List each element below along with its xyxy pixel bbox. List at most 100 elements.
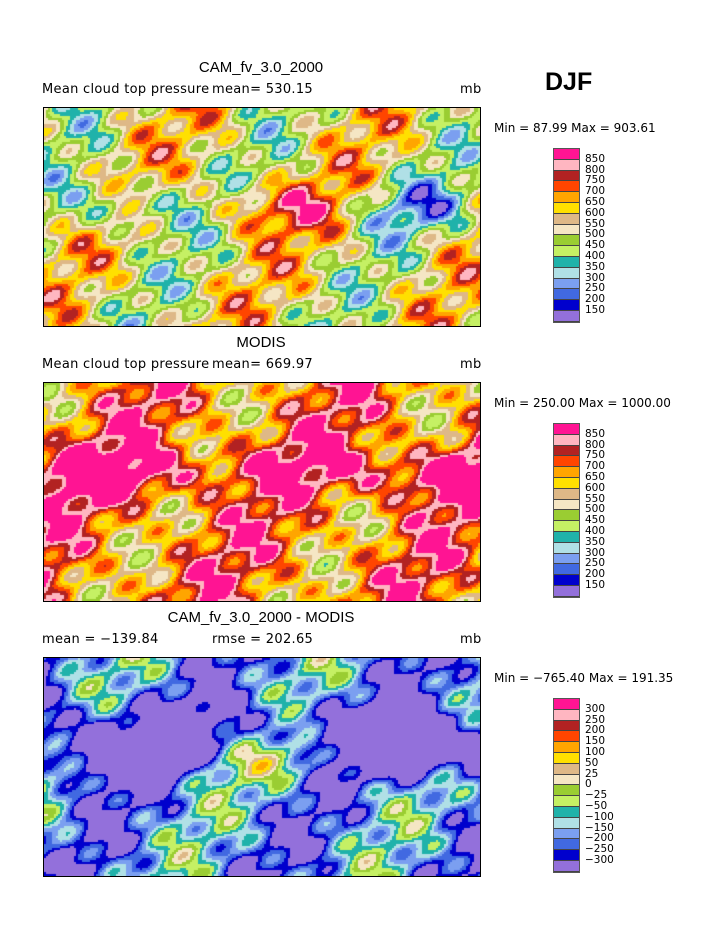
legend-level-label: −100 [585, 810, 614, 823]
legend-swatch [554, 510, 579, 522]
legend-swatch [554, 467, 579, 478]
legend-swatch [554, 434, 579, 446]
legend-swatch [554, 763, 579, 775]
legend-level-label: 450 [585, 239, 606, 252]
legend-level-label: 600 [585, 206, 606, 219]
legend-swatch [554, 477, 579, 489]
legend-swatch [554, 731, 579, 743]
legend-swatch [554, 213, 579, 225]
legend-swatch [554, 839, 579, 851]
legend-level-label: 800 [585, 438, 606, 451]
legend-swatch [554, 278, 579, 290]
legend-level-label: 750 [585, 174, 606, 187]
legend-level-label: 850 [585, 152, 606, 165]
legend-level-label: 300 [585, 271, 606, 284]
legend-level-label: 400 [585, 250, 606, 262]
legend-swatch [554, 752, 579, 764]
color-legend [553, 423, 580, 598]
legend-level-label: 750 [585, 449, 606, 462]
legend-level-label: 50 [585, 756, 599, 769]
legend-level-label: 700 [585, 460, 606, 473]
legend-swatch [554, 456, 579, 468]
color-legend [553, 148, 580, 323]
legend-swatch [554, 224, 579, 236]
min-max-label: Min = 87.99 Max = 903.61 [494, 121, 656, 135]
panel-left-label: Mean cloud top pressure [42, 82, 210, 97]
legend-swatch [554, 817, 579, 829]
legend-swatch [554, 170, 579, 182]
legend-swatch [554, 796, 579, 807]
legend-level-label: 150 [585, 304, 606, 316]
legend-swatch [554, 860, 579, 872]
legend-level-label: 200 [585, 293, 606, 306]
legend-level-label: 500 [585, 228, 606, 241]
legend-level-label: 500 [585, 503, 606, 516]
legend-swatch [554, 445, 579, 457]
panel-left-label: Mean cloud top pressure [42, 357, 210, 372]
legend-level-label: −50 [585, 800, 608, 812]
legend-swatch [554, 424, 579, 435]
legend-level-label: −25 [585, 789, 608, 802]
legend-swatch [554, 806, 579, 818]
legend-swatch [554, 267, 579, 279]
legend-level-label: 200 [585, 568, 606, 581]
legend-level-label: 450 [585, 514, 606, 527]
panel-left-label: mean = −139.84 [42, 632, 159, 647]
legend-level-label: 550 [585, 492, 606, 505]
panel-stat: mean= 669.97 [212, 357, 313, 372]
legend-level-label: 150 [585, 579, 606, 591]
units-label: mb [460, 632, 482, 647]
legend-swatch [554, 828, 579, 840]
legend-swatch [554, 192, 579, 203]
legend-swatch [554, 575, 579, 586]
season-label: DJF [545, 68, 593, 96]
legend-swatch [554, 553, 579, 565]
color-legend [553, 698, 580, 873]
panel-title: MODIS [236, 334, 286, 351]
legend-swatch [554, 785, 579, 797]
legend-level-label: −150 [585, 821, 614, 834]
legend-swatch [554, 521, 579, 532]
legend-swatch [554, 256, 579, 268]
legend-swatch [554, 585, 579, 597]
units-label: mb [460, 82, 482, 97]
legend-swatch [554, 742, 579, 753]
min-max-label: Min = −765.40 Max = 191.35 [494, 671, 674, 685]
legend-swatch [554, 181, 579, 193]
legend-level-label: −250 [585, 843, 614, 856]
panel-stat: mean= 530.15 [212, 82, 313, 97]
legend-level-label: −200 [585, 832, 614, 845]
legend-swatch [554, 531, 579, 543]
legend-level-label: 400 [585, 525, 606, 537]
legend-level-label: 300 [585, 546, 606, 559]
legend-swatch [554, 159, 579, 171]
legend-level-label: 350 [585, 535, 606, 548]
panel-title: CAM_fv_3.0_2000 - MODIS [167, 609, 355, 626]
legend-level-label: 250 [585, 557, 606, 570]
legend-level-label: 650 [585, 471, 606, 483]
legend-swatch [554, 300, 579, 311]
legend-swatch [554, 709, 579, 721]
legend-swatch [554, 542, 579, 554]
legend-level-label: 650 [585, 196, 606, 208]
legend-level-label: 100 [585, 746, 606, 758]
legend-swatch [554, 564, 579, 576]
panel-stat: rmse = 202.65 [212, 632, 314, 647]
legend-level-label: 700 [585, 185, 606, 198]
legend-level-label: 25 [585, 767, 599, 780]
legend-swatch [554, 149, 579, 160]
legend-swatch [554, 850, 579, 861]
contour-map [43, 382, 481, 602]
contour-map [43, 107, 481, 327]
contour-map [43, 657, 481, 877]
panel-title: CAM_fv_3.0_2000 [198, 59, 324, 76]
legend-level-label: −300 [585, 854, 614, 866]
legend-swatch [554, 699, 579, 710]
legend-level-label: 850 [585, 427, 606, 440]
legend-level-label: 600 [585, 481, 606, 494]
legend-swatch [554, 235, 579, 247]
legend-swatch [554, 310, 579, 322]
legend-level-label: 550 [585, 217, 606, 230]
legend-level-label: 0 [585, 778, 592, 791]
legend-level-label: 300 [585, 702, 606, 715]
